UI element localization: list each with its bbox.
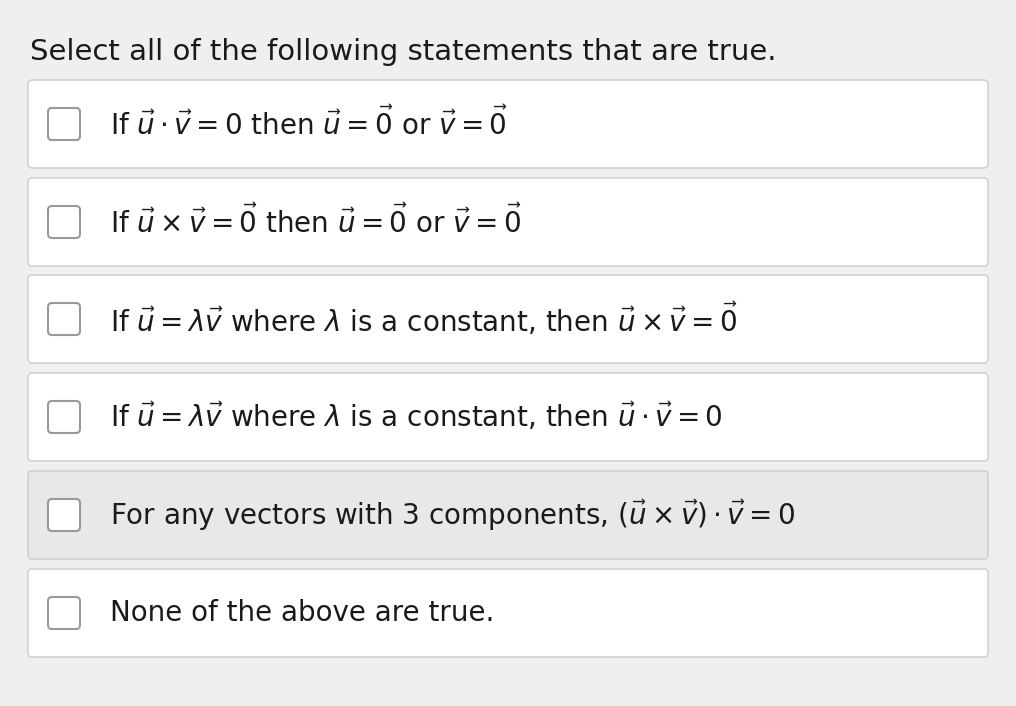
Text: If $\vec{u} \cdot \vec{v} = 0$ then $\vec{u} = \vec{0}$ or $\vec{v} = \vec{0}$: If $\vec{u} \cdot \vec{v} = 0$ then $\ve…: [110, 107, 507, 141]
FancyBboxPatch shape: [48, 303, 80, 335]
FancyBboxPatch shape: [28, 275, 988, 363]
FancyBboxPatch shape: [48, 597, 80, 629]
FancyBboxPatch shape: [28, 569, 988, 657]
Text: If $\vec{u} \times \vec{v} = \vec{0}$ then $\vec{u} = \vec{0}$ or $\vec{v} = \ve: If $\vec{u} \times \vec{v} = \vec{0}$ th…: [110, 205, 522, 239]
FancyBboxPatch shape: [28, 471, 988, 559]
Text: If $\vec{u} = \lambda\vec{v}$ where $\lambda$ is a constant, then $\vec{u} \cdot: If $\vec{u} = \lambda\vec{v}$ where $\la…: [110, 401, 722, 433]
Text: If $\vec{u} = \lambda\vec{v}$ where $\lambda$ is a constant, then $\vec{u} \time: If $\vec{u} = \lambda\vec{v}$ where $\la…: [110, 301, 738, 337]
Text: Select all of the following statements that are true.: Select all of the following statements t…: [30, 38, 776, 66]
FancyBboxPatch shape: [28, 80, 988, 168]
Text: None of the above are true.: None of the above are true.: [110, 599, 495, 627]
FancyBboxPatch shape: [28, 178, 988, 266]
FancyBboxPatch shape: [48, 401, 80, 433]
FancyBboxPatch shape: [28, 373, 988, 461]
Text: For any vectors with 3 components, $(\vec{u} \times \vec{v}) \cdot \vec{v} = 0$: For any vectors with 3 components, $(\ve…: [110, 498, 796, 532]
FancyBboxPatch shape: [48, 206, 80, 238]
FancyBboxPatch shape: [48, 499, 80, 531]
FancyBboxPatch shape: [48, 108, 80, 140]
